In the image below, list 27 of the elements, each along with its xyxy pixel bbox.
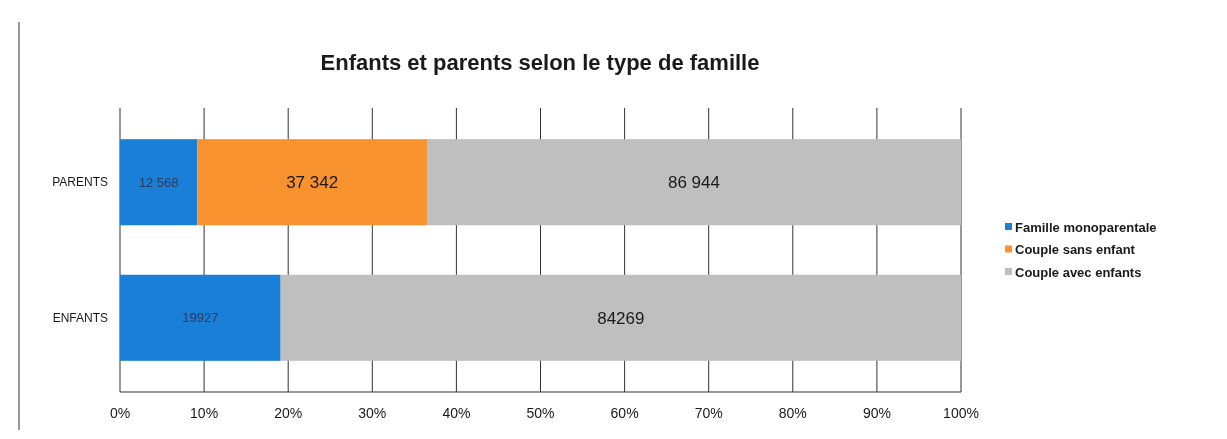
annotation: 86 944 bbox=[667, 173, 720, 193]
bar bbox=[280, 274, 961, 361]
legend-label: Famille monoparentale bbox=[1015, 219, 1157, 235]
y-tick-label: PARENTS bbox=[52, 175, 108, 190]
y-tick-label: ENFANTS bbox=[52, 310, 108, 325]
legend-label: Couple sans enfant bbox=[1015, 242, 1136, 258]
annotation: 84269 bbox=[597, 308, 645, 328]
x-tick-label: 10% bbox=[190, 405, 219, 421]
x-tick-label: 100% bbox=[943, 405, 979, 421]
x-tick-label: 80% bbox=[778, 405, 807, 421]
annotation: 37 342 bbox=[286, 173, 339, 193]
x-tick-label: 40% bbox=[442, 405, 471, 421]
legend-label: Couple avec enfants bbox=[1015, 264, 1142, 280]
x-tick-label: 20% bbox=[274, 405, 303, 421]
annotation: 19927 bbox=[182, 310, 219, 326]
x-tick-label: 90% bbox=[862, 405, 891, 421]
x-tick-label: 30% bbox=[358, 405, 387, 421]
x-tick-label: 60% bbox=[610, 405, 639, 421]
bar bbox=[120, 274, 281, 361]
x-tick-label: 50% bbox=[526, 405, 555, 421]
bar bbox=[197, 139, 427, 226]
annotation: 12 568 bbox=[138, 174, 179, 190]
chart-title: Enfants et parents selon le type de famille bbox=[320, 50, 760, 75]
x-tick-label: 70% bbox=[694, 405, 723, 421]
bar bbox=[426, 139, 961, 226]
x-tick-label: 0% bbox=[109, 405, 131, 421]
bar bbox=[120, 139, 198, 226]
